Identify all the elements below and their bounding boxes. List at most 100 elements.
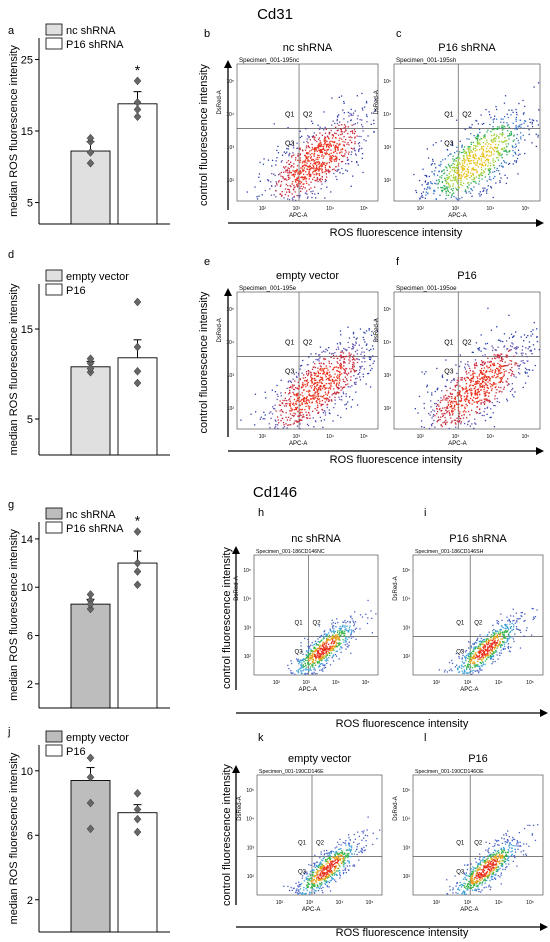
event-dot <box>528 129 530 131</box>
x-tick-label: 10² <box>259 206 267 212</box>
event-dot <box>486 658 488 661</box>
event-dot <box>498 154 500 156</box>
event-dot <box>526 356 528 358</box>
event-dot <box>483 638 486 641</box>
event-dot <box>310 191 312 193</box>
event-dot <box>259 161 261 164</box>
y-tick-label: 10² <box>384 178 392 184</box>
event-dot <box>481 367 483 370</box>
event-dot <box>465 191 467 193</box>
event-dot <box>467 169 469 171</box>
event-dot <box>286 170 289 172</box>
event-dot <box>504 630 506 632</box>
event-dot <box>454 169 456 171</box>
event-dot <box>503 371 505 373</box>
event-dot <box>487 367 489 369</box>
event-dot <box>298 663 300 665</box>
event-dot <box>471 393 473 396</box>
event-dot <box>447 155 449 157</box>
event-dot <box>274 419 276 421</box>
event-dot <box>323 657 325 659</box>
event-dot <box>321 400 324 402</box>
event-dot <box>482 141 485 144</box>
event-dot <box>318 641 321 643</box>
event-dot <box>322 866 324 869</box>
event-dot <box>297 171 299 174</box>
event-dot <box>495 135 498 138</box>
event-dot <box>258 176 260 178</box>
event-dot <box>334 149 337 151</box>
event-dot <box>311 394 314 396</box>
event-dot <box>268 423 270 425</box>
event-dot <box>499 380 502 382</box>
event-dot <box>318 386 320 389</box>
event-dot <box>528 341 531 343</box>
event-dot <box>489 416 491 419</box>
event-dot <box>530 350 532 352</box>
event-dot <box>315 149 317 151</box>
event-dot <box>487 656 489 658</box>
event-dot <box>486 413 488 415</box>
event-dot <box>490 370 492 372</box>
event-dot <box>505 162 507 164</box>
event-dot <box>502 631 504 633</box>
event-dot <box>494 642 496 644</box>
event-dot <box>515 362 517 364</box>
event-dot <box>504 365 506 367</box>
event-dot <box>468 647 470 649</box>
event-dot <box>288 155 290 157</box>
event-dot <box>484 402 486 404</box>
event-dot <box>359 379 362 381</box>
event-dot <box>314 382 316 384</box>
event-dot <box>515 612 517 614</box>
event-dot <box>358 135 360 138</box>
event-dot <box>500 632 502 634</box>
event-dot <box>493 128 495 130</box>
event-dot <box>297 658 299 661</box>
event-dot <box>509 623 511 625</box>
event-dot <box>479 369 481 372</box>
event-dot <box>347 386 349 388</box>
event-dot <box>487 145 489 147</box>
event-dot <box>483 646 485 648</box>
event-dot <box>468 671 470 674</box>
event-dot <box>440 424 442 426</box>
event-dot <box>468 655 470 658</box>
event-dot <box>311 378 313 380</box>
event-dot <box>506 125 509 127</box>
event-dot <box>297 147 299 149</box>
event-dot <box>480 662 482 664</box>
event-dot <box>307 157 309 159</box>
event-dot <box>287 148 289 150</box>
event-dot <box>349 357 351 359</box>
event-dot <box>340 149 342 151</box>
event-dot <box>496 645 498 647</box>
event-dot <box>273 123 275 125</box>
event-dot <box>478 391 480 393</box>
event-dot <box>342 624 344 626</box>
event-dot <box>442 422 444 424</box>
event-dot <box>488 155 490 157</box>
event-dot <box>531 353 533 355</box>
event-dot <box>506 348 508 350</box>
event-dot <box>502 166 504 168</box>
event-dot <box>317 154 319 156</box>
event-dot <box>470 391 472 394</box>
event-dot <box>300 414 302 416</box>
event-dot <box>447 189 449 191</box>
event-dot <box>321 639 323 641</box>
event-dot <box>323 397 325 400</box>
event-dot <box>438 669 440 671</box>
event-dot <box>476 406 479 408</box>
event-dot <box>463 666 465 668</box>
event-dot <box>288 403 290 405</box>
event-dot <box>469 653 471 655</box>
event-dot <box>474 641 477 643</box>
event-dot <box>464 657 466 659</box>
event-dot <box>458 400 460 402</box>
event-dot <box>264 189 266 192</box>
event-dot <box>315 167 318 169</box>
event-dot <box>493 153 495 155</box>
event-dot <box>326 646 328 648</box>
event-dot <box>421 426 423 428</box>
